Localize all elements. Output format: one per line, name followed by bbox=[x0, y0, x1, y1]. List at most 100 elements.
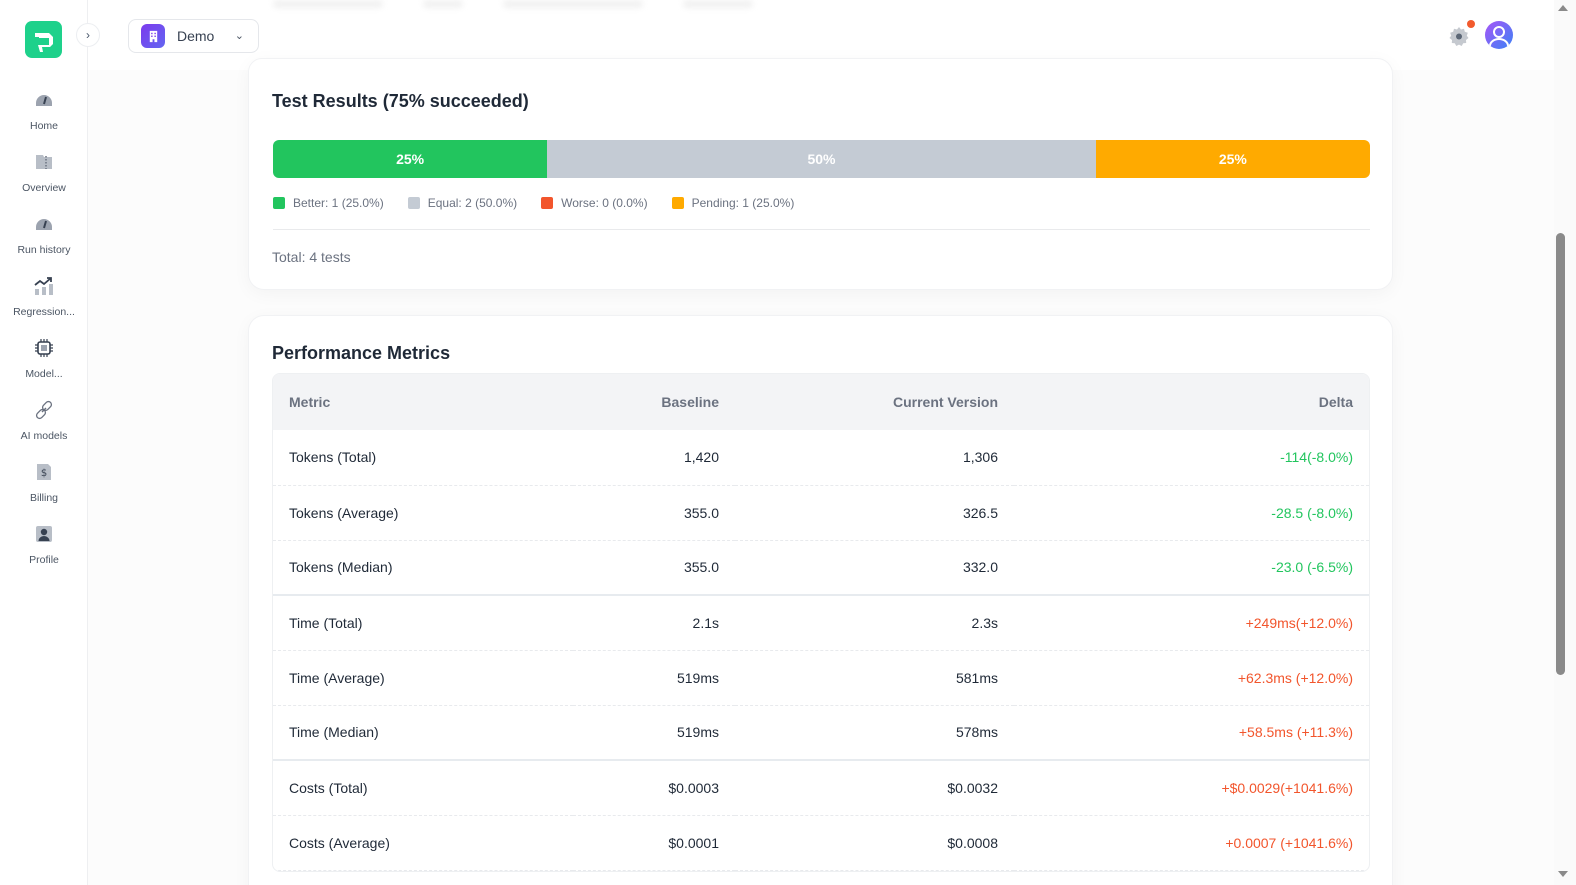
blurred-tabs bbox=[273, 0, 753, 12]
cell-delta: +0.0007 (+1041.6%) bbox=[1225, 834, 1353, 851]
user-avatar[interactable] bbox=[1485, 21, 1513, 49]
legend-swatch bbox=[407, 197, 420, 209]
segment-equal[interactable]: 50% bbox=[547, 140, 1096, 178]
sidebar-item-label: Model... bbox=[25, 368, 63, 380]
cell-delta: +58.5ms (+11.3%) bbox=[1238, 724, 1353, 741]
cell-metric: Tokens (Total) bbox=[289, 449, 377, 466]
segment-pending[interactable]: 25% bbox=[1095, 140, 1370, 178]
performance-metrics-title: Performance Metrics bbox=[272, 343, 451, 363]
chevron-right-icon: › bbox=[86, 28, 90, 42]
legend-swatch bbox=[541, 197, 554, 209]
user-icon bbox=[1489, 26, 1509, 47]
table-row: Tokens (Average) 355.0 326.5 -28.5 (-8.0… bbox=[273, 485, 1369, 540]
invoice-icon: $ bbox=[33, 460, 55, 484]
legend-label: Pending: 1 (25.0%) bbox=[691, 196, 795, 210]
legend-better: Better: 1 (25.0%) bbox=[273, 196, 384, 210]
trend-chart-icon bbox=[33, 274, 55, 298]
cell-metric: Costs (Total) bbox=[289, 779, 368, 796]
cell-baseline: 519ms bbox=[676, 724, 719, 741]
app-logo[interactable] bbox=[25, 21, 62, 58]
cell-baseline: 1,420 bbox=[683, 449, 719, 466]
link-icon bbox=[33, 398, 55, 422]
results-stacked-bar: 25% 50% 25% bbox=[273, 140, 1370, 178]
total-tests: Total: 4 tests bbox=[272, 249, 351, 265]
results-legend: Better: 1 (25.0%) Equal: 2 (50.0%) Worse… bbox=[273, 196, 794, 210]
cell-baseline: 355.0 bbox=[683, 504, 719, 521]
segment-better[interactable]: 25% bbox=[273, 140, 548, 178]
test-results-card: Test Results (75% succeeded) 25% 50% 25%… bbox=[248, 58, 1393, 290]
sidebar-item-model[interactable]: Model... bbox=[0, 334, 88, 396]
legend-worse: Worse: 0 (0.0%) bbox=[541, 196, 648, 210]
sidebar-item-regression[interactable]: Regression... bbox=[0, 272, 88, 334]
cell-current: 1,306 bbox=[962, 449, 998, 466]
column-header-delta[interactable]: Delta bbox=[1318, 394, 1353, 410]
divider bbox=[273, 229, 1370, 230]
cell-current: 326.5 bbox=[962, 504, 998, 521]
sidebar-item-label: Run history bbox=[17, 244, 71, 256]
cell-current: $0.0008 bbox=[947, 834, 998, 851]
sidebar-item-label: Billing bbox=[29, 492, 58, 504]
chip-icon bbox=[33, 336, 55, 360]
sidebar-expand-button[interactable]: › bbox=[76, 23, 100, 47]
cell-metric: Time (Total) bbox=[289, 614, 363, 631]
table-row: Time (Total) 2.1s 2.3s +249ms(+12.0%) bbox=[273, 595, 1369, 650]
sidebar-item-ai-models[interactable]: AI models bbox=[0, 396, 88, 458]
cell-baseline: 519ms bbox=[676, 669, 719, 686]
sidebar-item-label: Overview bbox=[22, 182, 66, 194]
cell-metric: Costs (Average) bbox=[289, 834, 390, 851]
cell-baseline: $0.0003 bbox=[668, 779, 719, 796]
sidebar-item-billing[interactable]: $ Billing bbox=[0, 458, 88, 520]
legend-pending: Pending: 1 (25.0%) bbox=[671, 196, 795, 210]
cell-current: $0.0032 bbox=[947, 779, 998, 796]
table-row: Time (Average) 519ms 581ms +62.3ms (+12.… bbox=[273, 650, 1369, 705]
scrollbar-thumb[interactable] bbox=[1556, 233, 1565, 675]
table-row: Tokens (Total) 1,420 1,306 -114(-8.0%) bbox=[273, 430, 1369, 485]
scroll-down-arrow-icon[interactable] bbox=[1558, 871, 1568, 877]
cell-baseline: 2.1s bbox=[692, 614, 719, 631]
sidebar-item-label: Regression... bbox=[13, 306, 75, 318]
notification-dot bbox=[1467, 20, 1475, 28]
legend-swatch bbox=[671, 197, 684, 209]
sidebar-nav: Home Overview Run history Regression... … bbox=[0, 86, 88, 582]
column-header-current[interactable]: Current Version bbox=[892, 394, 998, 410]
metrics-table: Metric Baseline Current Version Delta To… bbox=[272, 373, 1370, 872]
column-header-metric[interactable]: Metric bbox=[289, 394, 331, 410]
legend-label: Worse: 0 (0.0%) bbox=[561, 196, 648, 210]
performance-metrics-card: Performance Metrics Metric Baseline Curr… bbox=[248, 315, 1393, 885]
cell-metric: Tokens (Median) bbox=[289, 559, 393, 576]
cell-delta: -23.0 (-6.5%) bbox=[1271, 559, 1353, 576]
gauge-icon bbox=[33, 212, 55, 236]
cell-baseline: $0.0001 bbox=[668, 834, 719, 851]
table-row: Costs (Average) $0.0001 $0.0008 +0.0007 … bbox=[273, 815, 1369, 870]
settings-button[interactable] bbox=[1448, 25, 1470, 47]
sidebar-item-label: Home bbox=[29, 120, 58, 132]
table-row: Costs (Total) $0.0003 $0.0032 +$0.0029(+… bbox=[273, 760, 1369, 815]
cell-delta: +$0.0029(+1041.6%) bbox=[1221, 779, 1353, 796]
cell-current: 332.0 bbox=[962, 559, 998, 576]
cell-delta: -114(-8.0%) bbox=[1280, 449, 1353, 466]
column-header-baseline[interactable]: Baseline bbox=[661, 394, 719, 410]
table-row: Time (Median) 519ms 578ms +58.5ms (+11.3… bbox=[273, 705, 1369, 760]
sidebar-item-run-history[interactable]: Run history bbox=[0, 210, 88, 272]
cell-current: 578ms bbox=[955, 724, 998, 741]
chevron-down-icon: ⌄ bbox=[234, 30, 244, 42]
cell-metric: Time (Average) bbox=[289, 669, 385, 686]
sidebar-item-label: AI models bbox=[20, 430, 68, 442]
table-header-row: Metric Baseline Current Version Delta bbox=[273, 374, 1369, 430]
sidebar-item-profile[interactable]: Profile bbox=[0, 520, 88, 582]
sidebar-item-overview[interactable]: Overview bbox=[0, 148, 88, 210]
sidebar-item-home[interactable]: Home bbox=[0, 86, 88, 148]
cell-metric: Tokens (Average) bbox=[289, 504, 399, 521]
building-icon bbox=[141, 24, 165, 48]
scroll-up-arrow-icon[interactable] bbox=[1558, 5, 1568, 11]
legend-swatch bbox=[273, 197, 285, 209]
sidebar-item-label: Profile bbox=[29, 554, 59, 566]
folder-icon bbox=[33, 150, 55, 174]
legend-label: Better: 1 (25.0%) bbox=[293, 196, 384, 210]
cell-baseline: 355.0 bbox=[683, 559, 719, 576]
org-selector[interactable]: Demo ⌄ bbox=[128, 19, 259, 53]
user-card-icon bbox=[33, 522, 55, 546]
org-name: Demo bbox=[177, 28, 215, 44]
table-row: Tokens (Median) 355.0 332.0 -23.0 (-6.5%… bbox=[273, 540, 1369, 595]
test-results-title: Test Results (75% succeeded) bbox=[272, 91, 529, 111]
